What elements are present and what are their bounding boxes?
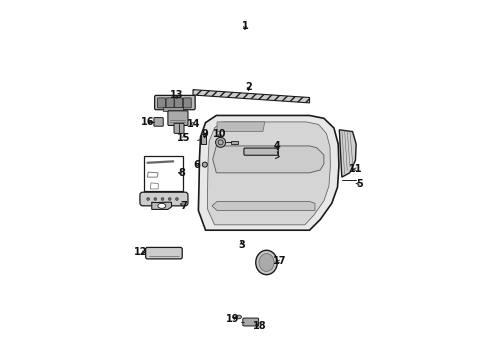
- FancyBboxPatch shape: [168, 111, 188, 126]
- Ellipse shape: [256, 250, 277, 275]
- Text: 18: 18: [253, 321, 267, 331]
- FancyBboxPatch shape: [243, 318, 259, 326]
- FancyBboxPatch shape: [244, 148, 278, 155]
- Circle shape: [202, 162, 207, 167]
- Ellipse shape: [158, 203, 166, 208]
- Text: 10: 10: [213, 129, 227, 139]
- FancyBboxPatch shape: [166, 98, 174, 108]
- Polygon shape: [217, 122, 265, 132]
- Text: 2: 2: [245, 82, 252, 92]
- Polygon shape: [152, 202, 172, 210]
- Polygon shape: [212, 202, 315, 211]
- Polygon shape: [213, 146, 324, 173]
- Text: 16: 16: [141, 117, 154, 127]
- Bar: [163, 107, 183, 111]
- Polygon shape: [207, 122, 330, 225]
- FancyBboxPatch shape: [155, 95, 195, 110]
- Circle shape: [154, 198, 157, 201]
- Bar: [231, 140, 238, 144]
- FancyBboxPatch shape: [146, 247, 182, 259]
- Text: 11: 11: [349, 164, 363, 174]
- Polygon shape: [198, 116, 339, 230]
- FancyBboxPatch shape: [157, 98, 166, 108]
- Text: 5: 5: [356, 179, 363, 189]
- Bar: [144, 156, 183, 192]
- Text: 19: 19: [226, 314, 239, 324]
- Bar: [201, 134, 206, 144]
- Ellipse shape: [259, 253, 274, 271]
- Text: 7: 7: [181, 201, 187, 211]
- FancyBboxPatch shape: [154, 118, 163, 126]
- Text: 12: 12: [134, 247, 148, 257]
- Text: 8: 8: [179, 168, 186, 178]
- Text: 6: 6: [193, 159, 200, 170]
- FancyBboxPatch shape: [175, 98, 183, 108]
- Text: 1: 1: [242, 21, 248, 31]
- Circle shape: [175, 198, 178, 201]
- Text: 14: 14: [187, 120, 201, 129]
- Ellipse shape: [236, 315, 242, 319]
- Polygon shape: [339, 130, 356, 177]
- Text: 4: 4: [274, 141, 281, 151]
- Circle shape: [216, 137, 225, 147]
- Text: 13: 13: [170, 90, 184, 100]
- FancyBboxPatch shape: [183, 98, 191, 108]
- Circle shape: [161, 198, 164, 201]
- FancyBboxPatch shape: [140, 192, 188, 206]
- Circle shape: [147, 198, 149, 201]
- Text: 15: 15: [177, 133, 191, 143]
- Text: 3: 3: [238, 240, 245, 250]
- Circle shape: [168, 198, 171, 201]
- FancyBboxPatch shape: [174, 123, 184, 134]
- Text: 17: 17: [273, 256, 287, 266]
- Text: 9: 9: [201, 129, 208, 139]
- Polygon shape: [193, 90, 310, 103]
